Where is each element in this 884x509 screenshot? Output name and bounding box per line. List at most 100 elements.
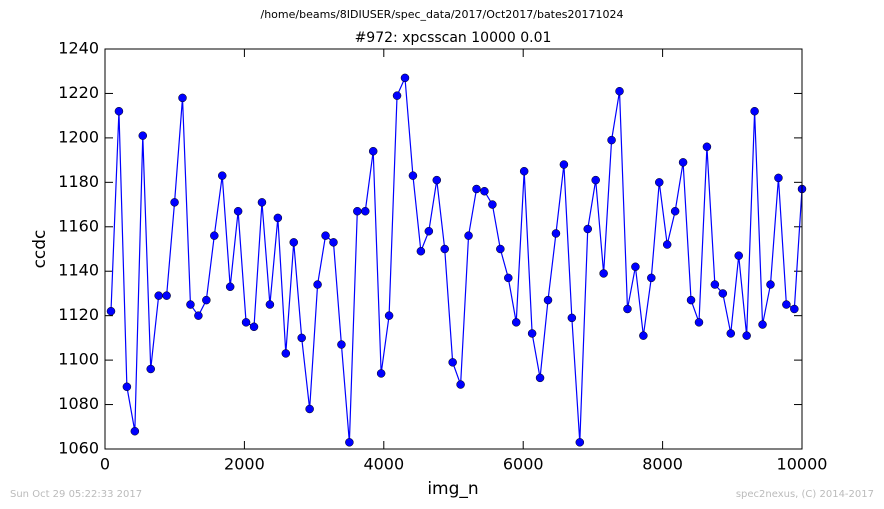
point [647, 273, 656, 283]
point [408, 171, 418, 180]
point [130, 426, 140, 436]
point [686, 295, 696, 305]
point [392, 91, 402, 100]
point [217, 171, 227, 180]
point [448, 358, 457, 367]
x-tick-label: 0 [100, 455, 110, 474]
point [186, 300, 195, 309]
point [416, 246, 426, 256]
x-tick-label: 10000 [777, 455, 828, 474]
point [210, 231, 219, 240]
point [662, 240, 672, 249]
point [774, 173, 783, 183]
point [607, 135, 616, 145]
point [575, 438, 585, 447]
point [265, 300, 275, 309]
point [527, 329, 537, 338]
point [559, 160, 569, 169]
x-tick-label: 4000 [363, 455, 404, 474]
x-axis-label: img_n [427, 479, 478, 499]
point [281, 349, 291, 358]
x-tick-label: 8000 [642, 455, 683, 474]
chart-title: #972: xpcsscan 10000 0.01 [355, 30, 552, 46]
point [543, 295, 553, 305]
point [225, 282, 235, 292]
point [623, 304, 632, 314]
point [464, 231, 473, 240]
point [790, 304, 799, 314]
point [297, 333, 306, 343]
point [162, 291, 171, 300]
point [488, 200, 497, 209]
point [249, 322, 259, 332]
y-axis-label: ccdc [30, 230, 50, 269]
point [273, 213, 283, 223]
point [480, 186, 489, 196]
point [535, 373, 545, 383]
point [519, 166, 529, 176]
point [146, 364, 155, 374]
point [424, 226, 434, 236]
point [305, 404, 314, 414]
y-tick-label: 1200 [58, 127, 99, 146]
y-tick-label: 1180 [58, 172, 99, 191]
point [710, 280, 720, 289]
point [337, 340, 346, 349]
point [750, 106, 759, 116]
y-tick-label: 1220 [58, 83, 99, 102]
point [384, 311, 394, 320]
point [440, 244, 449, 254]
point [106, 306, 116, 316]
point [782, 300, 791, 309]
point [154, 291, 163, 300]
point [241, 318, 251, 327]
point [114, 106, 124, 116]
point [694, 318, 704, 327]
point [734, 251, 743, 260]
footer-right: spec2nexus, (C) 2014-2017 [736, 489, 874, 500]
point [361, 206, 370, 216]
y-tick-label: 1120 [58, 305, 99, 324]
y-tick-label: 1140 [58, 261, 99, 280]
x-tick-label: 6000 [503, 455, 544, 474]
point [639, 331, 648, 340]
y-tick-label: 1060 [58, 439, 99, 458]
point [376, 369, 386, 378]
point [655, 178, 664, 187]
point [742, 331, 751, 340]
plot-frame [104, 48, 803, 450]
point [472, 184, 481, 194]
point [400, 73, 410, 83]
point [353, 206, 362, 216]
point [631, 262, 640, 272]
point [289, 238, 298, 247]
point [670, 206, 680, 216]
point [551, 229, 561, 238]
point [345, 438, 354, 447]
point [496, 244, 505, 254]
point [432, 175, 442, 185]
point [504, 273, 513, 283]
point [766, 280, 775, 289]
y-tick-label: 1100 [58, 350, 99, 369]
point [702, 142, 712, 152]
point [511, 318, 521, 327]
point [456, 380, 465, 389]
point [726, 329, 736, 338]
point [170, 198, 179, 207]
y-tick-label: 1160 [58, 216, 99, 235]
point [583, 224, 592, 234]
y-tick-label: 1080 [58, 394, 99, 413]
point [718, 289, 728, 298]
suptitle: /home/beams/8IDIUSER/spec_data/2017/Oct2… [261, 8, 624, 21]
point [615, 86, 624, 96]
point [599, 269, 608, 278]
footer-left: Sun Oct 29 05:22:33 2017 [10, 489, 142, 500]
point [678, 158, 688, 167]
point [202, 295, 211, 305]
point [194, 311, 203, 320]
point [591, 175, 600, 185]
series-line [110, 77, 803, 443]
point [233, 206, 243, 216]
